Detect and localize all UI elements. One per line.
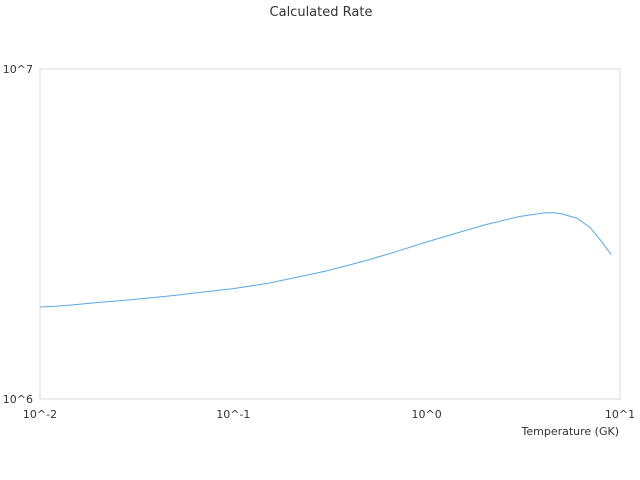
x-axis-ticks: 10^-2 10^-1 10^0 10^1 xyxy=(23,408,635,421)
x-tick-label: 10^-1 xyxy=(216,408,250,421)
x-axis-title: Temperature (GK) xyxy=(521,425,620,438)
plot-frame xyxy=(39,68,621,400)
series-line-0 xyxy=(39,212,612,308)
series-layer xyxy=(39,212,612,308)
y-axis-ticks: 10^6 10^7 xyxy=(3,63,33,406)
y-tick-label: 10^6 xyxy=(3,393,33,406)
x-tick-label: 10^1 xyxy=(605,408,635,421)
chart-title: Calculated Rate xyxy=(270,5,373,20)
x-tick-label: 10^-2 xyxy=(23,408,57,421)
y-tick-label: 10^7 xyxy=(3,63,33,76)
x-tick-label: 10^0 xyxy=(412,408,442,421)
